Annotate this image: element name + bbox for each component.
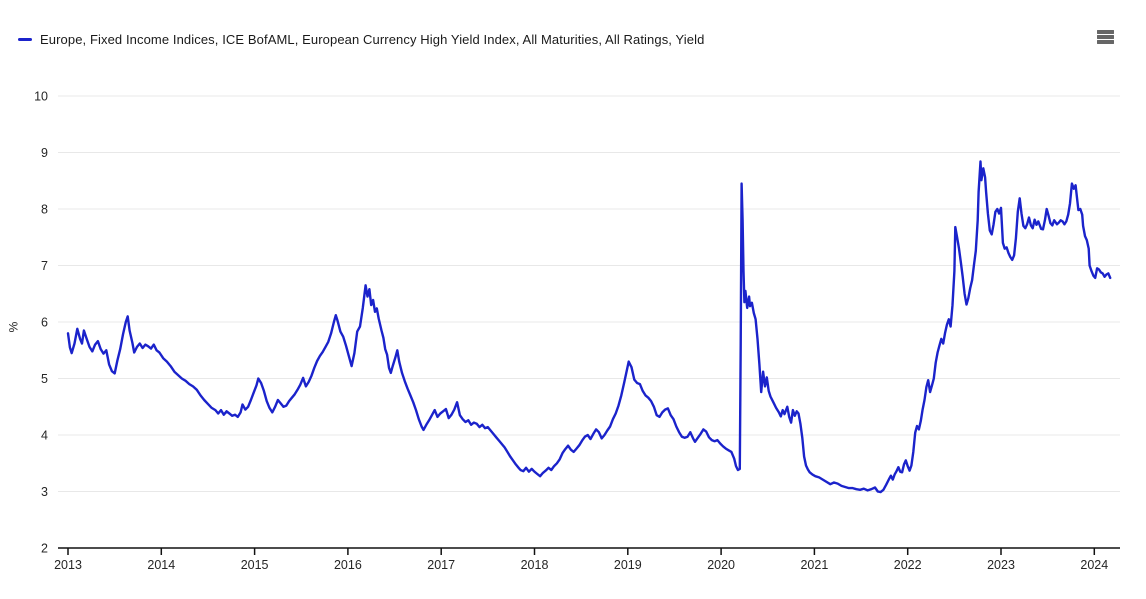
hamburger-menu-icon — [1097, 35, 1114, 39]
y-tick-label-10: 10 — [34, 90, 48, 104]
legend: Europe, Fixed Income Indices, ICE BofAML… — [18, 30, 704, 48]
y-tick-label-7: 7 — [41, 259, 48, 273]
x-tick-label-2016: 2016 — [334, 558, 362, 572]
y-tick-label-2: 2 — [41, 542, 48, 556]
x-tick-label-2014: 2014 — [147, 558, 175, 572]
x-tick-label-2015: 2015 — [241, 558, 269, 572]
x-tick-label-2021: 2021 — [800, 558, 828, 572]
yield-series-line — [66, 160, 1112, 494]
x-tick-label-2018: 2018 — [521, 558, 549, 572]
x-tick-label-2024: 2024 — [1080, 558, 1108, 572]
y-tick-label-6: 6 — [41, 316, 48, 330]
y-tick-label-5: 5 — [41, 372, 48, 386]
hamburger-menu-icon — [1097, 40, 1114, 44]
chart-menu-button[interactable] — [1094, 25, 1118, 49]
y-tick-label-9: 9 — [41, 146, 48, 160]
x-tick-label-2019: 2019 — [614, 558, 642, 572]
hamburger-menu-icon — [1097, 30, 1114, 34]
x-tick-label-2017: 2017 — [427, 558, 455, 572]
y-tick-label-3: 3 — [41, 485, 48, 499]
x-tick-label-2023: 2023 — [987, 558, 1015, 572]
series-line-swatch-icon — [18, 37, 32, 41]
x-tick-label-2013: 2013 — [54, 558, 82, 572]
x-tick-label-2022: 2022 — [894, 558, 922, 572]
x-tick-label-2020: 2020 — [707, 558, 735, 572]
y-tick-label-4: 4 — [41, 429, 48, 443]
y-tick-label-8: 8 — [41, 203, 48, 217]
series-legend-label: Europe, Fixed Income Indices, ICE BofAML… — [40, 31, 705, 47]
